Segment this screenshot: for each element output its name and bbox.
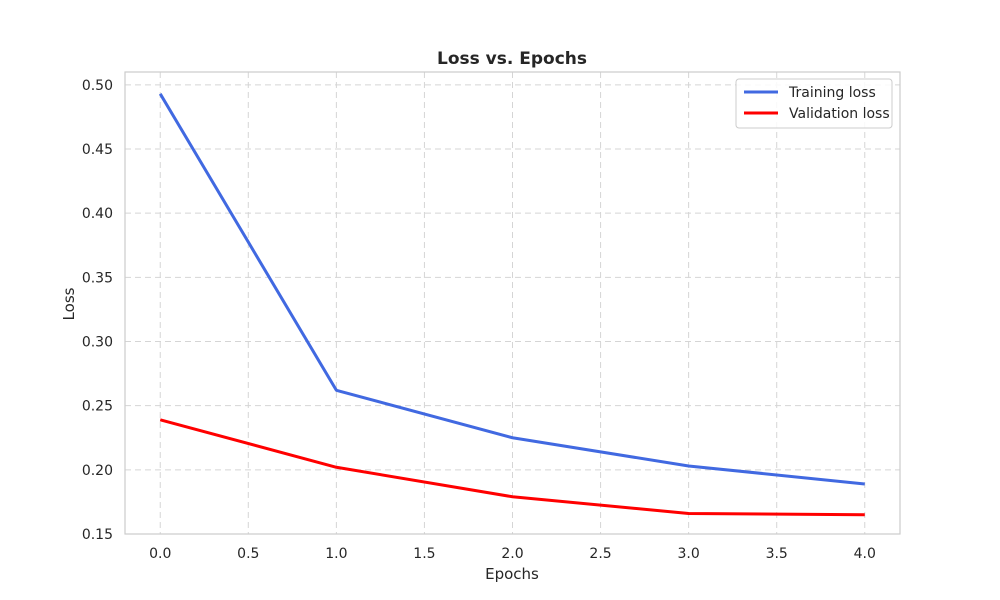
y-axis-ticks: 0.15 0.20 0.25 0.30 0.35 0.40 0.45 0.50 (82, 78, 113, 543)
x-axis-ticks: 0.0 0.5 1.0 1.5 2.0 2.5 3.0 3.5 4.0 (149, 546, 876, 562)
y-tick-label: 0.35 (82, 270, 113, 286)
y-tick-label: 0.15 (82, 527, 113, 543)
x-axis-label: Epochs (485, 565, 539, 583)
x-tick-label: 2.0 (501, 546, 523, 562)
series-layer (158, 93, 865, 517)
y-tick-label: 0.25 (82, 399, 113, 415)
legend: Training loss Validation loss (735, 78, 893, 129)
legend-label-training: Training loss (788, 85, 876, 101)
y-tick-label: 0.20 (82, 463, 113, 479)
x-tick-label: 4.0 (854, 546, 876, 562)
x-tick-label: 1.5 (413, 546, 435, 562)
series-line-training (158, 93, 865, 486)
legend-label-validation: Validation loss (789, 106, 890, 122)
plot-frame (124, 71, 901, 535)
x-tick-label: 0.0 (149, 546, 171, 562)
x-tick-label: 1.0 (325, 546, 347, 562)
y-axis-label: Loss (60, 287, 78, 320)
series-line-validation (159, 418, 865, 517)
y-tick-label: 0.30 (82, 335, 113, 351)
y-tick-label: 0.40 (82, 206, 113, 222)
x-tick-label: 3.5 (766, 546, 788, 562)
y-tick-label: 0.45 (82, 142, 113, 158)
x-tick-label: 2.5 (589, 546, 611, 562)
x-tick-label: 3.0 (678, 546, 700, 562)
y-tick-label: 0.50 (82, 78, 113, 94)
chart-title: Loss vs. Epochs (437, 49, 587, 69)
x-tick-label: 0.5 (237, 546, 259, 562)
